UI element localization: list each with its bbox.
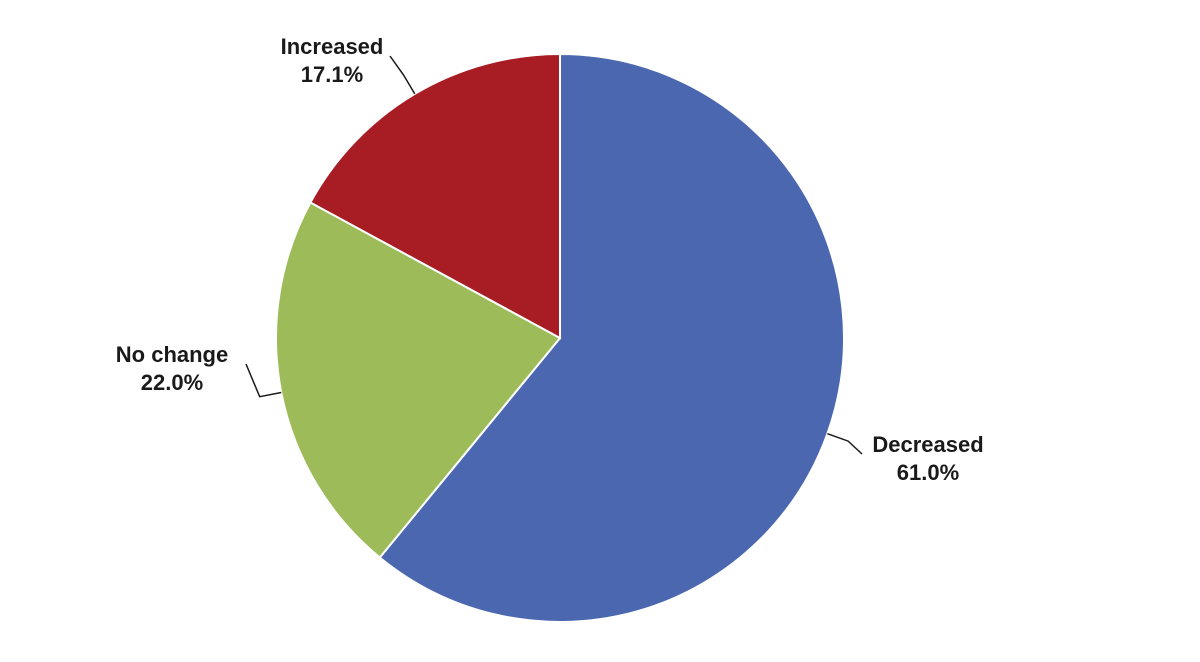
leader-line [827,432,863,455]
slice-label: No change [116,342,228,367]
leader-line [389,55,416,95]
leader-line [245,363,282,398]
slice-label: Increased [281,34,384,59]
pie-labels: Decreased 61.0% No change 22.0% Increased 17.… [116,34,984,485]
slice-value-label: 61.0% [897,460,959,485]
slice-label: Decreased [872,432,983,457]
slice-value-label: 17.1% [301,62,363,87]
slice-value-label: 22.0% [141,370,203,395]
pie-slices [275,52,846,623]
